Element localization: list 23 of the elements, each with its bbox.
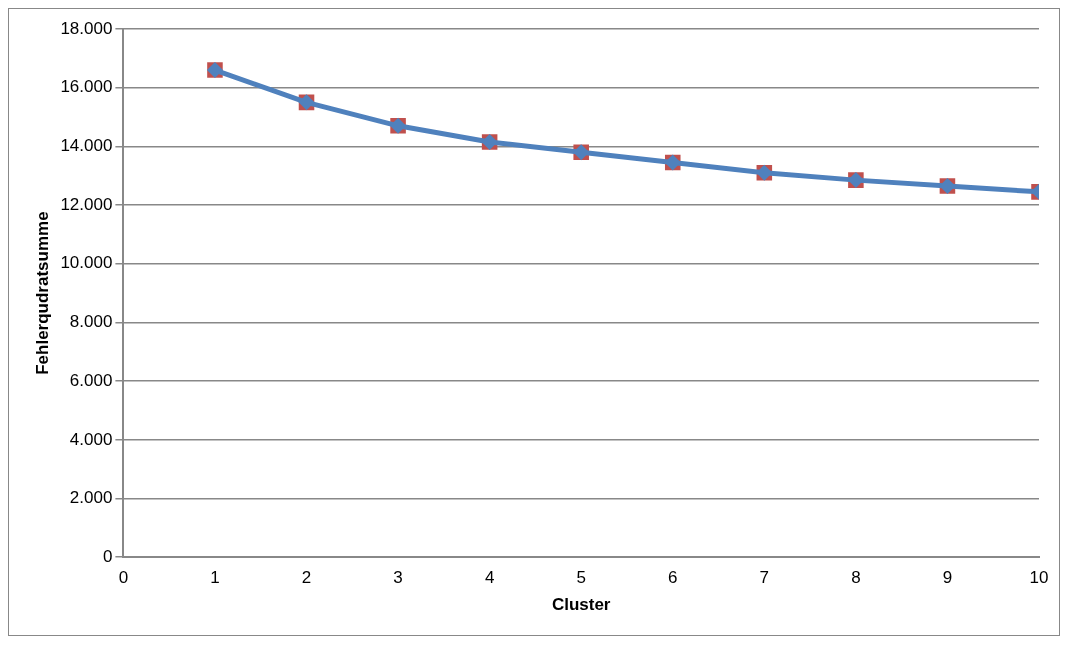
y-axis-title: Fehlerqudratsumme <box>32 211 52 375</box>
x-tick-label: 3 <box>393 568 403 588</box>
x-tick-label: 6 <box>668 568 678 588</box>
y-tick-label: 8.000 <box>69 312 113 332</box>
y-tick-label: 14.000 <box>60 136 113 156</box>
x-tick-label: 7 <box>759 568 770 588</box>
y-tick-label: 2.000 <box>69 488 113 508</box>
y-tick-label: 6.000 <box>69 370 113 390</box>
y-tick-label: 10.000 <box>60 253 113 273</box>
x-tick-label: 9 <box>942 568 953 588</box>
x-tick-label: 8 <box>851 568 861 588</box>
x-tick-label: 10 <box>1029 568 1049 588</box>
x-tick-label: 5 <box>576 568 586 588</box>
y-tick-label: 4.000 <box>69 429 113 449</box>
y-tick-label: 18.000 <box>60 18 113 38</box>
y-tick-label: 12.000 <box>60 194 113 214</box>
x-tick-label: 4 <box>484 568 495 588</box>
x-axis-title: Cluster <box>551 595 611 615</box>
y-tick-label: 0 <box>102 546 113 566</box>
x-tick-label: 0 <box>118 568 129 588</box>
x-tick-label: 1 <box>210 568 220 588</box>
x-tick-label: 2 <box>301 568 312 588</box>
y-tick-label: 16.000 <box>60 77 113 97</box>
